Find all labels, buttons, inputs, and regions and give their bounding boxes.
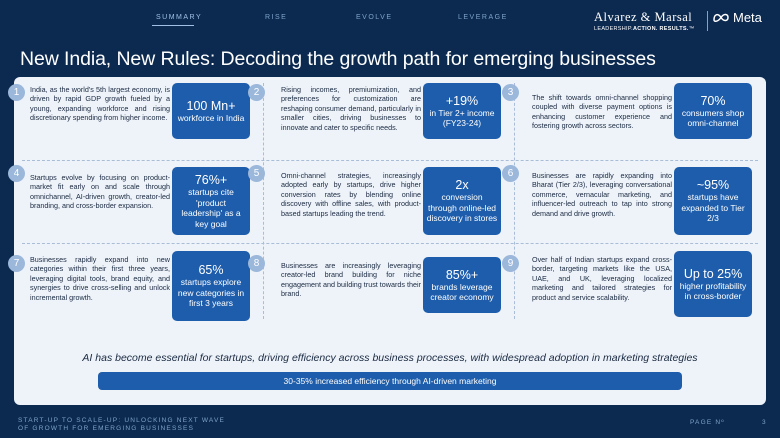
page-title: New India, New Rules: Decoding the growt… — [20, 48, 656, 70]
logo-divider — [707, 11, 708, 31]
card-number-badge: 3 — [502, 84, 519, 101]
top-nav: SUMMARY RISE EVOLVE LEVERAGE — [0, 14, 540, 26]
stat-label: conversion through online-led discovery … — [426, 192, 498, 224]
partner-tagline: LEADERSHIP.ACTION. RESULTS.™ — [594, 26, 695, 32]
insight-card: The shift towards omni-channel shopping … — [518, 79, 760, 161]
tagline-bold: ACTION. RESULTS. — [632, 26, 689, 32]
insight-card: Businesses are increasingly leveraging c… — [267, 247, 509, 329]
stat-value: ~95% — [696, 178, 730, 193]
stat-value: 100 Mn+ — [186, 98, 236, 113]
stat-label: consumers shop omni-channel — [681, 107, 745, 129]
card-number-badge: 5 — [248, 165, 265, 182]
stat-box: Up to 25% higher profitability in cross-… — [674, 251, 752, 317]
content-panel: India, as the world's 5th largest econom… — [14, 77, 766, 405]
nav-summary[interactable]: SUMMARY — [156, 14, 203, 21]
card-number-badge: 4 — [8, 165, 25, 182]
page-label: PAGE Nº — [690, 419, 725, 426]
card-number-badge: 1 — [8, 84, 25, 101]
meta-wordmark: Meta — [733, 10, 762, 25]
footer-line: START-UP TO SCALE-UP: UNLOCKING NEXT WAV… — [18, 417, 226, 424]
row-divider — [22, 160, 758, 161]
stat-label: startups explore new categories in first… — [177, 277, 245, 309]
nav-leverage[interactable]: LEVERAGE — [458, 14, 508, 21]
stat-label: in Tier 2+ income (FY23-24) — [429, 107, 495, 129]
stat-label: brands leverage creator economy — [430, 281, 494, 303]
insight-card: Rising incomes, premiumization, and pref… — [267, 79, 509, 161]
ai-efficiency-bar: 30-35% increased efficiency through AI-d… — [98, 372, 682, 390]
stat-box: 70% consumers shop omni-channel — [674, 83, 752, 139]
stat-value: 65% — [198, 263, 224, 278]
footer-title: START-UP TO SCALE-UP: UNLOCKING NEXT WAV… — [18, 417, 225, 433]
stat-value: 85%+ — [445, 267, 479, 282]
meta-infinity-icon — [713, 13, 729, 23]
insight-card: Businesses are rapidly expanding into Bh… — [518, 163, 760, 245]
card-text: Businesses rapidly expand into new categ… — [30, 255, 170, 302]
card-number-badge: 7 — [8, 255, 25, 272]
meta-logo: Meta — [712, 10, 762, 25]
card-number-badge: 2 — [248, 84, 265, 101]
card-text: Businesses are increasingly leveraging c… — [281, 261, 421, 299]
stat-box: 2x conversion through online-led discove… — [423, 167, 501, 235]
partner-name: Alvarez & Marsal — [594, 10, 693, 24]
insight-card: Omni-channel strategies, increasingly ad… — [267, 163, 509, 245]
card-text: Over half of Indian startups expand cros… — [532, 255, 672, 302]
stat-box: +19% in Tier 2+ income (FY23-24) — [423, 83, 501, 139]
stat-box: 65% startups explore new categories in f… — [172, 251, 250, 321]
nav-active-indicator — [152, 25, 194, 26]
card-text: Startups evolve by focusing on product-m… — [30, 173, 170, 211]
card-number-badge: 8 — [248, 255, 265, 272]
alvarez-marsal-logo: Alvarez & Marsal LEADERSHIP.ACTION. RESU… — [594, 10, 695, 32]
card-text: The shift towards omni-channel shopping … — [532, 93, 672, 131]
stat-value: 76%+ — [194, 173, 228, 187]
card-text: India, as the world's 5th largest econom… — [30, 85, 170, 123]
stat-value: 2x — [455, 178, 469, 193]
nav-evolve[interactable]: EVOLVE — [356, 14, 393, 21]
insight-card: Businesses rapidly expand into new categ… — [16, 247, 258, 329]
card-number-badge: 6 — [502, 165, 519, 182]
stat-value: Up to 25% — [683, 266, 743, 281]
card-text: Omni-channel strategies, increasingly ad… — [281, 171, 421, 218]
card-text: Businesses are rapidly expanding into Bh… — [532, 171, 672, 218]
tagline-prefix: LEADERSHIP. — [594, 26, 633, 32]
stat-label: startups cite 'product leadership' as a … — [181, 187, 241, 229]
ai-headline: AI has become essential for startups, dr… — [82, 352, 698, 364]
insight-card: India, as the world's 5th largest econom… — [16, 79, 258, 161]
column-divider — [263, 83, 264, 319]
tagline-trademark: ™ — [688, 26, 695, 32]
column-divider — [514, 83, 515, 319]
insight-card: Startups evolve by focusing on product-m… — [16, 163, 258, 245]
stat-label: workforce in India — [177, 112, 245, 123]
stat-box: ~95% startups have expanded to Tier 2/3 — [674, 167, 752, 235]
card-number-badge: 9 — [502, 255, 519, 272]
stat-label: higher profitability in cross-border — [679, 280, 747, 302]
nav-rise[interactable]: RISE — [265, 14, 288, 21]
page-number: 3 — [762, 419, 766, 426]
stat-box: 76%+ startups cite 'product leadership' … — [172, 167, 250, 235]
footer-line: OF GROWTH FOR EMERGING BUSINESSES — [18, 425, 195, 432]
stat-box: 100 Mn+ workforce in India — [172, 83, 250, 139]
stat-label: startups have expanded to Tier 2/3 — [681, 192, 745, 224]
row-divider — [22, 243, 758, 244]
stat-value: 70% — [700, 93, 726, 108]
stat-value: +19% — [445, 93, 479, 108]
card-text: Rising incomes, premiumization, and pref… — [281, 85, 421, 132]
insight-card: Over half of Indian startups expand cros… — [518, 247, 760, 329]
stat-box: 85%+ brands leverage creator economy — [423, 257, 501, 313]
